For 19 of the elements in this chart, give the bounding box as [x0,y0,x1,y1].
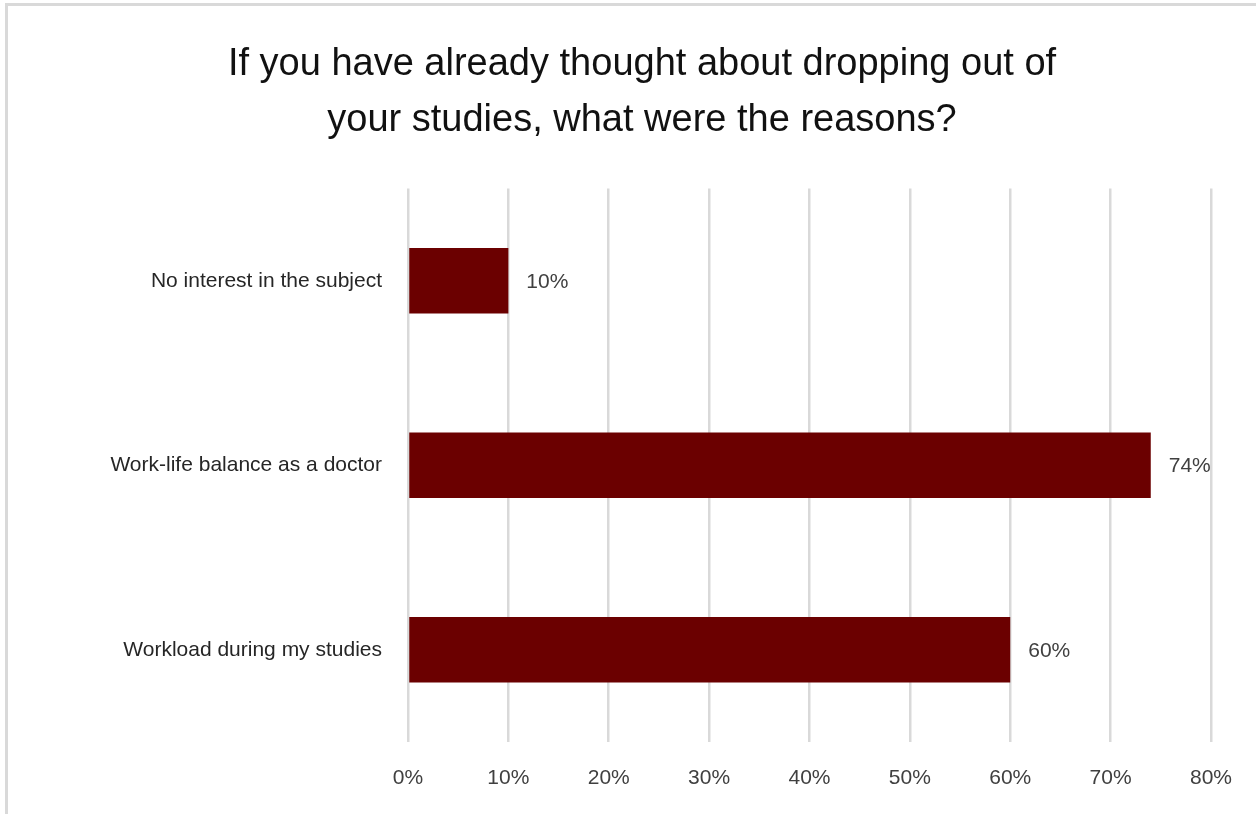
x-tick-label: 80% [1189,765,1232,789]
y-tick-label: Work-life balance as a doctor [110,452,382,476]
x-tick-label: 0% [392,765,424,789]
data-label: 74% [1168,453,1211,477]
data-label: 10% [526,268,569,292]
y-tick-label: Workload during my studies [123,636,382,660]
x-tick-label: 40% [788,765,831,789]
x-tick-label: 30% [688,765,731,789]
x-tick-label: 50% [888,765,931,789]
data-label: 60% [1028,637,1071,661]
bar [409,432,1151,499]
x-tick-label: 70% [1089,765,1132,789]
y-tick-label: No interest in the subject [150,267,383,291]
chart-title: If you have already thought about dropping out of your studies, what were the reasons? [226,40,1058,141]
x-tick-label: 10% [487,765,530,789]
x-tick-label: 20% [587,765,630,789]
bar [409,248,509,314]
bar [409,617,1011,683]
x-tick-label: 60% [989,765,1032,789]
